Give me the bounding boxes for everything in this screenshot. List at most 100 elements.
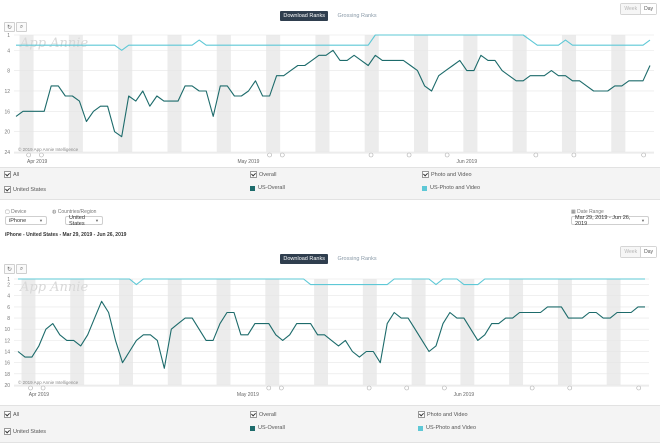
event-marker-icon [529, 385, 535, 391]
top-photo-label: Photo and Video [431, 171, 472, 178]
top-reset-zoom-icon[interactable]: ↻ [4, 22, 15, 32]
weekend-band [68, 35, 83, 152]
event-marker-icon [444, 152, 450, 158]
bottom-legend-all[interactable]: All [4, 411, 19, 418]
top-photo-checkbox[interactable] [422, 171, 429, 178]
top-all-label: All [13, 171, 20, 178]
top-period-toggle: Week Day [620, 3, 657, 15]
top-day-button[interactable]: Day [641, 4, 656, 14]
weekend-band [118, 35, 133, 152]
weekend-band [561, 35, 577, 152]
weekend-band [119, 279, 133, 385]
bottom-legend-country[interactable]: United States [4, 428, 46, 435]
device-select[interactable]: iPhone ▼ [5, 216, 47, 225]
bottom-legend-overall[interactable]: Overall [250, 411, 276, 418]
event-marker-icon [533, 152, 539, 158]
event-marker-icon [404, 385, 410, 391]
event-marker-icon [39, 152, 44, 158]
bottom-tab-grossing-ranks[interactable]: Grossing Ranks [337, 256, 377, 262]
x-tick-label: Apr 2019 [29, 392, 50, 398]
watermark-text: App Annie [19, 36, 88, 51]
top-legend-country[interactable]: United States [4, 186, 46, 193]
top-series-overall-swatch [250, 185, 255, 191]
bottom-series-overall[interactable]: US-Overall [250, 425, 285, 431]
top-series-overall[interactable]: US-Overall [250, 185, 285, 191]
top-rank-chart: 1 4 8 12 16 20 24 App Annie Apr 2019 May 2019 Jun … [4, 33, 654, 164]
bottom-tab-download-ranks[interactable]: Download Ranks [280, 254, 328, 264]
top-tab-grossing-ranks[interactable]: Grossing Ranks [337, 13, 377, 19]
series-line-us-overall [15, 49, 651, 138]
event-marker-icon [28, 385, 33, 391]
weekend-band [216, 279, 231, 385]
bottom-country-checkbox[interactable] [4, 428, 11, 435]
country-select[interactable]: United States ▼ [65, 215, 103, 227]
event-marker-icon [406, 152, 412, 158]
x-tick-label: Jun 2019 [457, 159, 478, 164]
y-tick-label: 8 [7, 69, 10, 75]
x-tick-label: May 2019 [237, 392, 259, 398]
bottom-zoom-controls: ↻ ⌕ [4, 264, 28, 274]
weekend-band [364, 35, 379, 152]
weekend-band [460, 279, 475, 385]
y-tick-label: 18 [4, 372, 10, 378]
weekend-band [21, 279, 36, 385]
bottom-series-overall-label: US-Overall [258, 425, 285, 431]
date-range-select[interactable]: Mar 29, 2019 - Jun 26, 2019 ▼ [571, 214, 649, 227]
bottom-all-checkbox[interactable] [4, 411, 11, 418]
bottom-photo-checkbox[interactable] [418, 411, 425, 418]
bottom-rank-tabs: Download Ranks Grossing Ranks [0, 247, 660, 265]
top-tab-download-ranks[interactable]: Download Ranks [280, 11, 328, 21]
event-marker-icon [40, 385, 46, 391]
top-country-label: United States [13, 186, 47, 193]
top-rank-tabs: Download Ranks Grossing Ranks [0, 4, 660, 22]
weekend-band [167, 35, 182, 152]
top-zoom-icon[interactable]: ⌕ [16, 22, 27, 32]
weekend-band [19, 35, 34, 152]
y-tick-label: 1 [7, 277, 10, 283]
top-overall-checkbox[interactable] [250, 171, 257, 178]
event-marker-icon [26, 152, 31, 158]
bottom-rank-chart: 12 4 6 8 10 12 14 16 18 20 App Annie Apr 2019 May 20… [4, 277, 649, 398]
bottom-legend-photo[interactable]: Photo and Video [418, 411, 468, 418]
y-tick-label: 16 [4, 109, 10, 115]
y-tick-label: 6 [7, 305, 10, 311]
weekend-band [606, 279, 621, 385]
bottom-day-button[interactable]: Day [641, 247, 656, 257]
country-filter-label: ◍ Countries/Region [52, 209, 97, 215]
series-line-us-overall [17, 300, 645, 369]
y-tick-label: 20 [4, 383, 10, 389]
y-tick-label: 12 [4, 338, 10, 344]
bottom-series-photo-label: US-Photo and Video [426, 425, 477, 431]
y-tick-label: 10 [4, 327, 10, 333]
y-tick-label: 1 [7, 33, 10, 39]
weekend-band [315, 35, 330, 152]
top-legend-overall[interactable]: Overall [250, 171, 276, 178]
y-tick-label: 8 [7, 316, 10, 322]
weekend-band [167, 279, 182, 385]
top-legend-photo[interactable]: Photo and Video [422, 171, 472, 178]
weekend-band [611, 35, 626, 152]
top-legend: All Overall Photo and Video United State… [0, 167, 660, 200]
date-range-label: ▦ Date Range [571, 209, 604, 215]
weekend-band [463, 35, 478, 152]
weekend-band [216, 35, 231, 152]
bottom-week-button[interactable]: Week [621, 247, 642, 257]
top-country-checkbox[interactable] [4, 186, 11, 193]
top-legend-all[interactable]: All [4, 171, 19, 178]
bottom-series-photo[interactable]: US-Photo and Video [418, 425, 476, 431]
bottom-zoom-icon[interactable]: ⌕ [16, 264, 27, 274]
chevron-down-icon: ▼ [641, 218, 645, 223]
bottom-overall-checkbox[interactable] [250, 411, 257, 418]
device-filter-label: ▢ Device [5, 209, 27, 215]
y-tick-label: 2 [7, 283, 10, 289]
top-series-photo[interactable]: US-Photo and Video [422, 185, 480, 191]
event-marker-icon [267, 152, 272, 158]
date-range-value: Mar 29, 2019 - Jun 26, 2019 [575, 214, 631, 227]
top-week-button[interactable]: Week [621, 4, 642, 14]
device-select-value: iPhone [9, 217, 27, 224]
chevron-down-icon: ▼ [95, 218, 99, 223]
top-all-checkbox[interactable] [4, 171, 11, 178]
x-tick-label: Jun 2019 [454, 392, 475, 398]
bottom-reset-zoom-icon[interactable]: ↻ [4, 264, 15, 274]
event-marker-icon [641, 152, 646, 158]
